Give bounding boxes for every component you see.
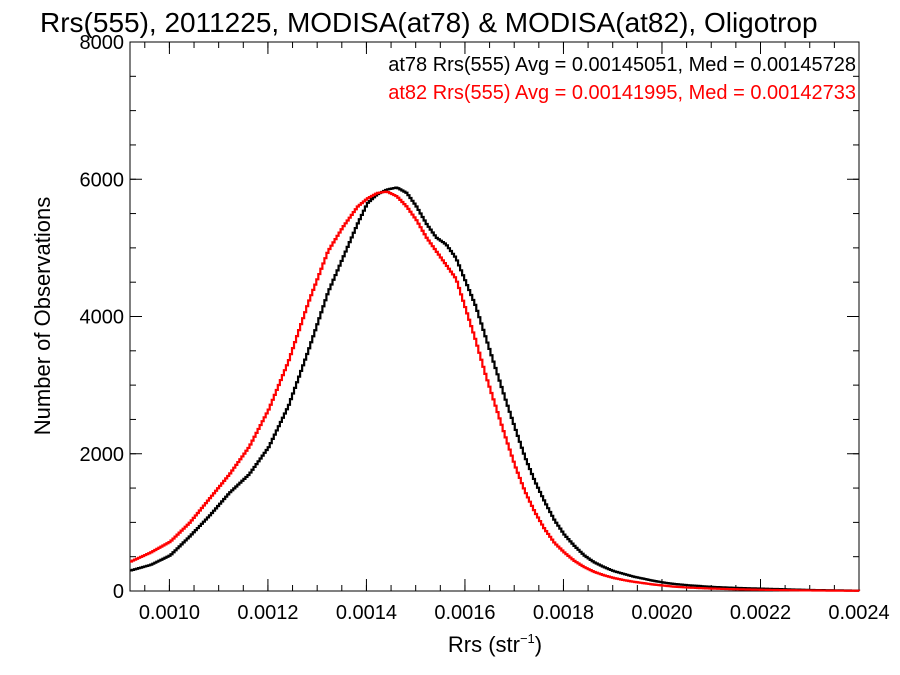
axis-ticks: 0.0010 0.0012 0.0014 0.0016 0.0018 0.0020 0.00…: [80, 32, 890, 624]
x-axis-label-superscript: −1: [520, 631, 535, 646]
legend-entry-at78: at78 Rrs(555) Avg = 0.00145051, Med = 0.…: [388, 54, 856, 76]
y-tick-label: 0: [113, 581, 124, 603]
series-layer: [130, 186, 861, 592]
x-axis-label-main: Rrs (str: [448, 632, 520, 657]
plot-frame: [129, 41, 860, 592]
series-at82-line: [130, 190, 861, 592]
chart-title: Rrs(555), 2011225, MODISA(at78) & MODISA…: [40, 7, 818, 38]
series-at78-line: [130, 186, 861, 592]
y-tick-label: 4000: [80, 307, 125, 329]
x-tick-label: 0.0014: [336, 602, 397, 624]
x-tick-label: 0.0022: [730, 602, 791, 624]
x-axis-label-close: ): [535, 632, 542, 657]
x-tick-label: 0.0012: [237, 602, 298, 624]
y-tick-label: 2000: [80, 444, 125, 466]
x-tick-label: 0.0020: [631, 602, 692, 624]
legend-entry-at82: at82 Rrs(555) Avg = 0.00141995, Med = 0.…: [388, 82, 856, 104]
x-tick-label: 0.0018: [533, 602, 594, 624]
x-tick-label: 0.0016: [434, 602, 495, 624]
x-axis-label: Rrs (str−1): [448, 631, 542, 657]
x-tick-label: 0.0024: [828, 602, 889, 624]
x-tick-label: 0.0010: [139, 602, 200, 624]
y-tick-label: 8000: [80, 32, 125, 54]
y-axis-label: Number of Observations: [30, 197, 55, 435]
y-tick-label: 6000: [80, 169, 125, 191]
